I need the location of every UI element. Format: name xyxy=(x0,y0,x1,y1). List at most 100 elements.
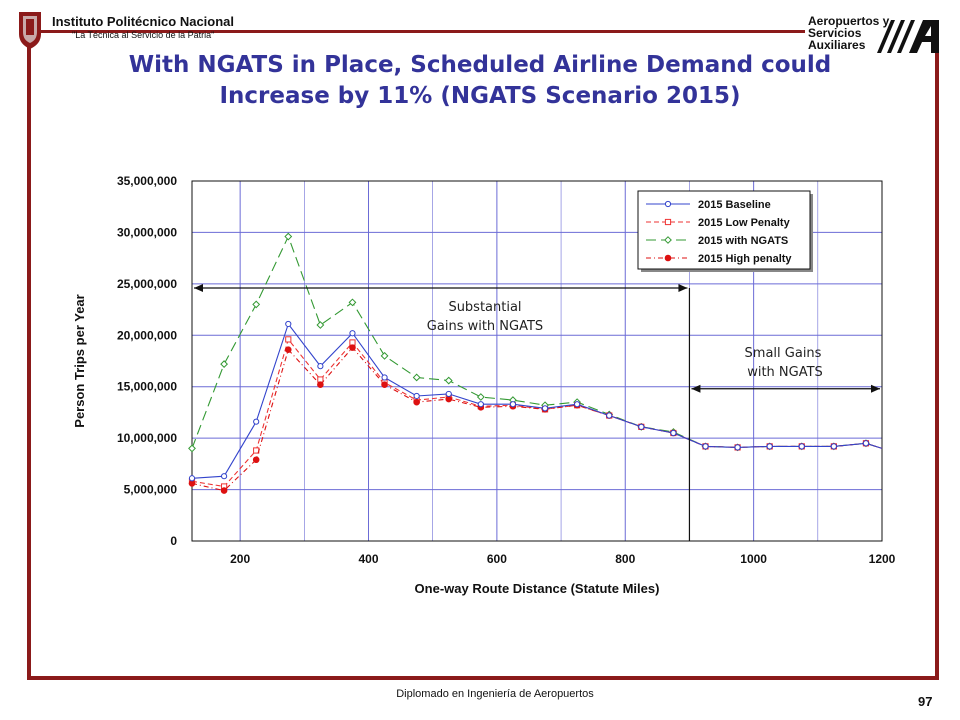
title-line: With NGATS in Place, Scheduled Airline D… xyxy=(128,52,832,78)
data-point xyxy=(664,200,672,208)
data-point xyxy=(664,218,672,226)
data-point xyxy=(317,363,324,370)
data-point xyxy=(220,487,228,494)
data-point xyxy=(445,390,452,398)
legend-label: 2015 with NGATS xyxy=(698,235,788,247)
y-tick-label: 25,000,000 xyxy=(117,277,177,291)
x-tick-label: 1200 xyxy=(869,552,896,566)
data-point xyxy=(188,480,196,487)
data-point xyxy=(413,398,420,406)
y-tick-label: 30,000,000 xyxy=(117,225,177,239)
data-point xyxy=(574,401,581,408)
page-number: 97 xyxy=(918,694,933,709)
data-point xyxy=(509,401,517,408)
legend-label: 2015 Low Penalty xyxy=(698,217,791,229)
data-point xyxy=(798,443,805,450)
arrow-head-right xyxy=(678,283,688,292)
data-point xyxy=(381,381,388,388)
institution-name: Instituto Politécnico Nacional xyxy=(52,14,235,29)
arrow-head-left xyxy=(691,384,701,393)
data-point xyxy=(252,456,260,464)
data-point xyxy=(664,236,672,244)
arrow-head-right xyxy=(871,384,880,393)
data-point xyxy=(412,373,421,382)
x-tick-label: 200 xyxy=(230,552,250,566)
series-2015-baseline xyxy=(188,320,883,482)
data-point xyxy=(252,300,261,309)
arrow-head-left xyxy=(194,283,203,292)
plot-border xyxy=(191,180,883,542)
series-layer xyxy=(188,232,883,494)
annotation-substantial-line2: Gains with NGATS xyxy=(427,319,543,334)
x-axis-label: One-way Route Distance (Statute Miles) xyxy=(415,581,660,596)
data-point xyxy=(317,381,324,388)
data-point xyxy=(188,475,196,482)
data-point xyxy=(541,405,549,412)
series-line xyxy=(191,338,883,488)
asa-line: Aeropuertos y xyxy=(808,14,890,28)
chart-legend: 2015 Baseline 2015 Low Penalty 2015 with N… xyxy=(637,190,813,272)
data-point xyxy=(862,440,870,447)
asa-line: Servicios xyxy=(808,26,862,40)
data-point xyxy=(664,254,672,262)
data-point xyxy=(702,443,709,450)
data-point xyxy=(413,392,420,400)
frame-top-border xyxy=(197,30,805,33)
data-point xyxy=(349,330,356,337)
data-point xyxy=(253,418,260,425)
frame-right-border xyxy=(935,52,939,680)
data-point xyxy=(445,395,453,403)
slide-title: With NGATS in Place, Scheduled Airline D… xyxy=(60,50,900,112)
data-point xyxy=(381,374,388,381)
y-tick-label: 15,000,000 xyxy=(117,380,177,394)
data-point xyxy=(444,376,453,385)
x-tick-label: 400 xyxy=(358,552,378,566)
data-point xyxy=(220,360,229,368)
legend-label: 2015 Baseline xyxy=(698,199,771,211)
frame-bottom-border xyxy=(27,676,939,680)
annotation-small-line1: Small Gains xyxy=(745,346,822,361)
data-point xyxy=(734,444,741,451)
data-point xyxy=(830,443,837,450)
frame-top-border xyxy=(27,30,197,33)
y-tick-label: 35,000,000 xyxy=(117,174,177,188)
data-point xyxy=(349,339,356,346)
y-tick-label: 0 xyxy=(170,534,177,548)
data-point xyxy=(316,321,325,329)
data-point xyxy=(476,393,485,401)
y-tick-label: 10,000,000 xyxy=(117,431,177,445)
x-tick-labels: 200 400 600 800 1000 1200 xyxy=(230,552,896,566)
data-point xyxy=(188,444,196,453)
asa-logo xyxy=(877,20,939,53)
x-tick-label: 800 xyxy=(615,552,635,566)
frame-left-border xyxy=(27,30,31,680)
annotation-substantial-line1: Substantial xyxy=(448,300,521,315)
asa-logo-text: Aeropuertos y Servicios Auxiliares xyxy=(808,15,889,51)
data-point xyxy=(670,429,677,437)
y-tick-label: 20,000,000 xyxy=(117,328,177,342)
data-point xyxy=(348,298,357,307)
institution-motto: "La Técnica al Servicio de la Patria" xyxy=(72,30,215,40)
asa-line: Auxiliares xyxy=(808,38,866,52)
y-axis-label: Person Trips per Year xyxy=(72,294,87,427)
data-point xyxy=(220,473,228,480)
y-tick-label: 5,000,000 xyxy=(124,483,178,497)
data-point xyxy=(380,351,389,360)
data-point xyxy=(349,344,356,351)
y-tick-labels: 0 5,000,000 10,000,000 15,000,000 20,000,000… xyxy=(117,174,177,548)
data-point xyxy=(317,376,324,383)
data-point xyxy=(284,232,293,241)
data-point xyxy=(766,443,773,450)
data-point xyxy=(284,346,292,353)
data-point xyxy=(477,401,484,408)
x-tick-label: 1000 xyxy=(740,552,767,566)
x-tick-label: 600 xyxy=(487,552,507,566)
annotation-small-line2: with NGATS xyxy=(747,365,823,380)
data-point xyxy=(285,336,292,343)
footer-text: Diplomado en Ingeniería de Aeropuertos xyxy=(396,688,594,700)
ipn-logo xyxy=(19,12,41,49)
legend-label: 2015 High penalty xyxy=(698,253,792,265)
data-point xyxy=(606,412,613,419)
title-line: Increase by 11% (NGATS Scenario 2015) xyxy=(219,83,741,109)
data-point xyxy=(285,320,292,328)
